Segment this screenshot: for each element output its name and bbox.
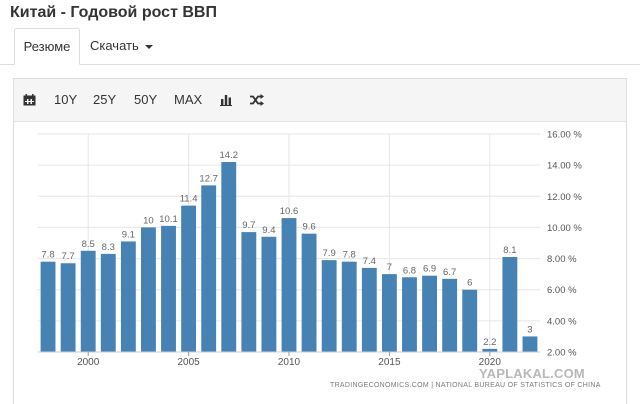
bar: [161, 225, 176, 352]
data-label: 7.9: [323, 248, 336, 259]
bar-chart-icon[interactable]: [220, 79, 234, 121]
bar: [482, 348, 498, 352]
data-label: 10.1: [159, 214, 178, 225]
data-label: 6: [467, 278, 472, 289]
bar: [522, 336, 538, 352]
data-label: 11.4: [180, 194, 198, 205]
bar: [100, 253, 116, 352]
data-label: 9.6: [302, 222, 315, 233]
data-label: 7.8: [343, 250, 356, 261]
chart-source: TRADINGECONOMICS.COM | NATIONAL BUREAU O…: [330, 382, 601, 389]
data-label: 14.2: [220, 150, 239, 161]
x-tick-label: 2010: [278, 357, 301, 368]
bar: [442, 278, 458, 352]
bar: [141, 227, 156, 352]
x-tick-label: 2000: [77, 357, 100, 368]
y-tick-label: 12.00 %: [547, 192, 582, 203]
shuffle-icon[interactable]: [250, 79, 266, 121]
data-label: 6.8: [403, 265, 416, 276]
data-label: 7.7: [62, 251, 75, 262]
chart-toolbar: 10Y 25Y 50Y MAX: [14, 79, 626, 122]
data-label: 8.1: [503, 245, 516, 256]
download-dropdown[interactable]: Скачать: [90, 28, 153, 64]
bar: [321, 260, 337, 352]
x-tick-label: 2005: [177, 357, 200, 368]
page-title: Китай - Годовой рост ВВП: [10, 4, 217, 21]
bar: [80, 250, 96, 352]
y-tick-label: 14.00 %: [547, 161, 582, 172]
bar: [381, 274, 397, 352]
data-label: 9.7: [242, 220, 255, 231]
data-label: 6.7: [443, 267, 456, 278]
tab-summary[interactable]: Резюме: [14, 28, 80, 65]
data-label: 10: [143, 215, 154, 226]
data-label: 9.1: [122, 229, 135, 240]
watermark: YAPLAKAL.COM: [479, 366, 585, 381]
data-label: 7.4: [363, 256, 376, 267]
y-tick-label: 6.00 %: [547, 285, 577, 296]
y-tick-label: 4.00 %: [547, 316, 577, 327]
download-label: Скачать: [90, 38, 139, 53]
data-label: 8.5: [82, 239, 95, 250]
bar: [120, 241, 136, 352]
data-label: 7: [387, 262, 392, 273]
range-max-button[interactable]: MAX: [174, 92, 203, 107]
bar: [221, 162, 237, 352]
bar: [181, 205, 197, 352]
bar: [422, 275, 437, 352]
x-tick-label: 2015: [378, 357, 401, 368]
bar: [60, 263, 76, 352]
data-label: 6.9: [423, 264, 436, 275]
bar: [261, 236, 277, 352]
data-label: 9.4: [262, 225, 275, 236]
range-10y-button[interactable]: 10Y: [54, 92, 78, 107]
calendar-icon[interactable]: [23, 79, 37, 121]
data-label: 2.2: [483, 337, 496, 348]
data-label: 8.3: [102, 242, 115, 253]
y-tick-label: 2.00 %: [547, 348, 577, 359]
bar: [281, 218, 297, 352]
bar: [341, 261, 357, 352]
tab-bar: Резюме Скачать: [0, 28, 640, 65]
y-tick-label: 16.00 %: [547, 130, 582, 141]
y-tick-label: 10.00 %: [547, 223, 582, 234]
range-25y-button[interactable]: 25Y: [93, 92, 117, 107]
bar: [502, 257, 518, 352]
y-tick-label: 8.00 %: [547, 254, 577, 265]
data-label: 7.8: [41, 250, 54, 261]
bar: [301, 233, 317, 352]
data-label: 12.7: [199, 173, 218, 184]
bar: [201, 185, 217, 352]
bar: [40, 261, 56, 352]
x-tick-label: 2020: [479, 357, 502, 368]
caret-down-icon: [144, 44, 153, 49]
range-50y-button[interactable]: 50Y: [134, 92, 158, 107]
bar: [241, 232, 257, 352]
bar: [361, 267, 377, 352]
bar: [402, 277, 417, 352]
bar: [462, 289, 478, 352]
data-label: 10.6: [280, 206, 299, 217]
data-label: 3: [527, 324, 532, 335]
